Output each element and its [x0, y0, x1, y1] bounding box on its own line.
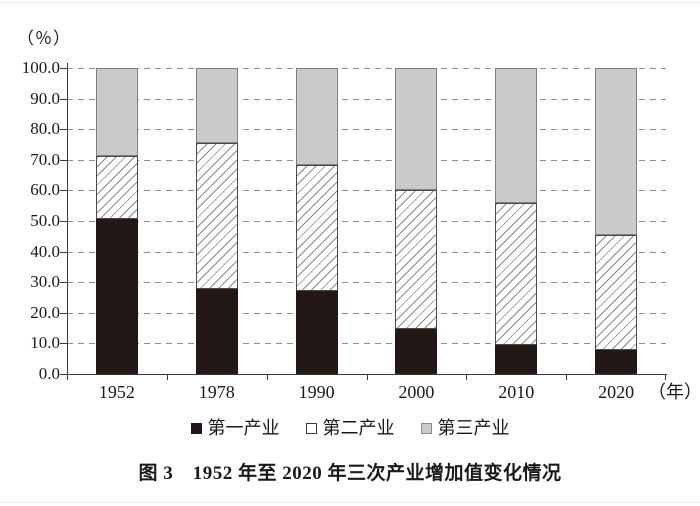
gridline	[67, 159, 666, 161]
y-tick	[60, 221, 67, 222]
bar-segment-3	[95, 68, 138, 156]
legend-item-primary-industry: 第一产业	[190, 418, 280, 438]
legend-item-secondary-industry: 第二产业	[305, 418, 395, 438]
bar-segment-3	[295, 68, 338, 165]
y-tick-label: 100.0	[21, 58, 60, 77]
y-tick-label: 90.0	[30, 88, 60, 108]
y-tick-label: 50.0	[30, 211, 60, 230]
legend-swatch-black-icon	[190, 422, 202, 434]
bar-1978	[195, 68, 238, 374]
x-tick	[367, 374, 368, 380]
y-tick-label: 70.0	[30, 149, 60, 169]
bar-segment-2	[95, 155, 138, 220]
y-tick-label: 0.0	[38, 364, 60, 383]
y-tick-label: 60.0	[30, 180, 60, 200]
bar-segment-2	[495, 203, 538, 345]
x-tick-label: 1952	[98, 382, 135, 402]
x-tick-label: 2020	[598, 382, 635, 402]
gridline	[67, 251, 666, 253]
bar-segment-2	[295, 164, 338, 292]
bar-segment-1	[395, 329, 438, 374]
x-axis	[67, 374, 667, 375]
figure-caption: 图 3 1952 年至 2020 年三次产业增加值变化情况	[138, 463, 562, 484]
x-tick-label: 1978	[198, 382, 235, 402]
y-axis-labels: 0.0 10.0 20.0 30.0 40.0 50.0 60.0 70.0 80.0 90.0 1…	[0, 58, 60, 383]
y-tick	[60, 129, 67, 131]
x-tick	[267, 374, 268, 380]
legend-label: 第三产业	[437, 418, 510, 438]
bottom-rule	[0, 502, 700, 503]
bar-segment-1	[295, 291, 338, 374]
legend-swatch-gray-icon	[420, 422, 432, 434]
plot-area	[60, 68, 666, 380]
x-tick-label: 2000	[398, 382, 435, 402]
bar-segment-1	[95, 219, 138, 374]
bar-segment-3	[395, 68, 438, 190]
gridline	[67, 282, 666, 284]
x-axis-labels: 1952 1978 1990 2000 2010 2020	[67, 381, 666, 405]
y-tick	[60, 343, 67, 345]
bar-segment-3	[595, 68, 638, 235]
bar-segment-2	[595, 234, 638, 351]
legend-swatch-hatch-icon	[305, 422, 317, 434]
bar-segment-2	[395, 189, 438, 330]
bar-segment-3	[195, 68, 238, 144]
gridline	[67, 129, 666, 131]
bar-1952	[95, 68, 138, 374]
bar-segment-1	[595, 350, 638, 374]
y-tick	[60, 159, 67, 161]
y-tick	[60, 251, 67, 253]
y-axis-unit-label: （％）	[17, 29, 71, 48]
x-tick-label: 1990	[298, 382, 335, 402]
gridline	[67, 343, 666, 345]
bar-2000	[395, 68, 438, 374]
y-tick-label: 10.0	[30, 333, 60, 353]
bar-2020	[595, 68, 638, 374]
x-tick	[665, 374, 666, 380]
x-tick-label: 2010	[498, 382, 535, 402]
y-axis	[67, 63, 68, 375]
top-rule	[0, 2, 700, 3]
bar-segment-1	[495, 344, 538, 374]
bar-segment-2	[195, 143, 238, 290]
gridline	[67, 190, 666, 192]
y-tick	[60, 312, 67, 314]
legend: 第一产业 第二产业 第三产业	[0, 418, 700, 438]
y-tick-label: 40.0	[30, 241, 60, 261]
y-tick	[60, 282, 67, 284]
x-tick	[167, 374, 168, 380]
x-tick	[466, 374, 467, 380]
legend-label: 第二产业	[322, 418, 395, 438]
y-tick	[60, 374, 67, 375]
x-axis-unit-label: （年）	[648, 382, 700, 402]
y-tick-label: 30.0	[30, 272, 60, 292]
bar-1990	[295, 68, 338, 374]
bar-segment-3	[495, 68, 538, 204]
gridline	[67, 98, 666, 100]
legend-item-tertiary-industry: 第三产业	[420, 418, 510, 438]
y-tick	[60, 190, 67, 192]
gridline	[67, 312, 666, 314]
bar-segment-1	[195, 289, 238, 374]
y-tick	[60, 68, 67, 69]
legend-label: 第一产业	[207, 418, 280, 438]
y-tick	[60, 98, 67, 100]
y-tick-label: 20.0	[30, 302, 60, 322]
x-tick	[566, 374, 567, 380]
gridline	[67, 221, 666, 222]
bar-2010	[495, 68, 538, 374]
gridline	[67, 68, 666, 69]
x-tick	[67, 374, 68, 380]
y-tick-label: 80.0	[30, 119, 60, 139]
